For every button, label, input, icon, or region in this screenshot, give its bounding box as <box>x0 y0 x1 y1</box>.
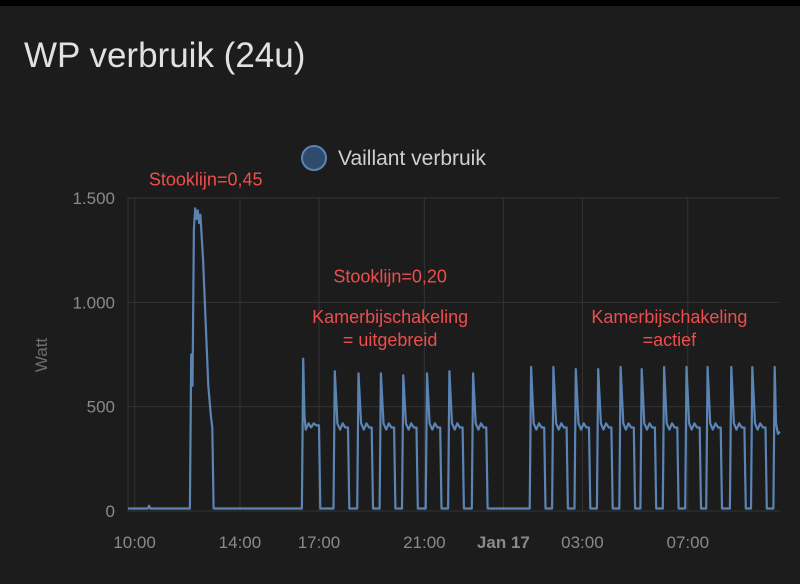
annotation-label: Stooklijn=0,45 <box>149 169 263 189</box>
legend-swatch-icon <box>301 145 327 171</box>
x-tick-label: 10:00 <box>113 533 156 552</box>
x-tick-label: 17:00 <box>298 533 341 552</box>
annotation-label: =actief <box>643 330 698 350</box>
y-tick-label: 1.500 <box>72 189 115 208</box>
x-tick-label: 03:00 <box>561 533 604 552</box>
y-tick-label: 500 <box>87 398 115 417</box>
x-tick-label: 07:00 <box>667 533 710 552</box>
series-vaillant-verbruik[interactable] <box>128 207 781 510</box>
y-tick-label: 1.000 <box>72 293 115 312</box>
grid-lines <box>127 197 780 512</box>
annotations: Stooklijn=0,45 Stooklijn=0,20 Kamerbijscha… <box>149 169 747 350</box>
series-line[interactable] <box>128 207 781 510</box>
annotation-label: = uitgebreid <box>343 330 438 350</box>
card-title: WP verbruik (24u) <box>24 36 306 75</box>
legend-entry[interactable]: Vaillant verbruik <box>338 147 486 170</box>
x-tick-label: Jan 17 <box>477 533 530 552</box>
legend[interactable]: Vaillant verbruik <box>301 145 486 171</box>
x-tick-label: 21:00 <box>403 533 446 552</box>
annotation-label: Kamerbijschakeling <box>591 307 747 327</box>
y-tick-label: 0 <box>106 502 115 521</box>
y-axis-label: Watt <box>32 338 51 373</box>
annotation-label: Kamerbijschakeling <box>312 307 468 327</box>
y-axis-ticks: 0 500 1.000 1.500 <box>72 189 115 521</box>
x-tick-label: 14:00 <box>219 533 262 552</box>
annotation-label: Stooklijn=0,20 <box>333 267 447 287</box>
chart-card <box>0 6 800 584</box>
x-axis-ticks: 10:00 14:00 17:00 21:00 Jan 17 03:00 07:00 <box>113 533 709 552</box>
top-bar <box>0 0 800 6</box>
